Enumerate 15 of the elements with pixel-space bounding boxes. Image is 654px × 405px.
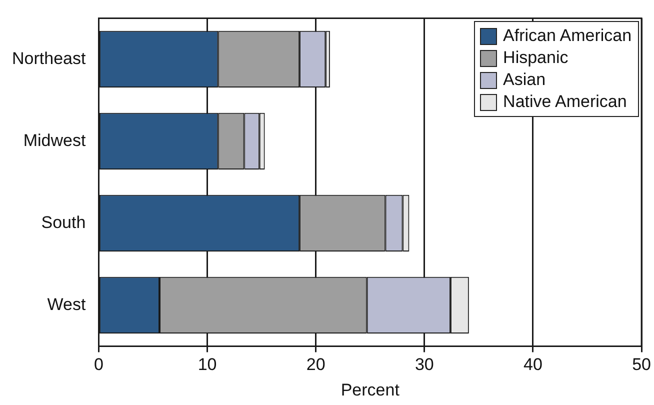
y-tick-label: South bbox=[41, 212, 86, 232]
y-tick-label: Midwest bbox=[23, 130, 86, 150]
x-tick-label: 0 bbox=[94, 355, 104, 374]
x-tick-label: 10 bbox=[198, 355, 217, 374]
legend-label: Native American bbox=[503, 92, 627, 112]
x-tick-label: 20 bbox=[306, 355, 326, 374]
legend-label: Hispanic bbox=[503, 48, 568, 68]
y-tick-label: West bbox=[47, 294, 86, 314]
x-tick-label: 50 bbox=[632, 355, 652, 374]
legend-label: African American bbox=[503, 26, 632, 46]
legend-label: Asian bbox=[503, 70, 546, 90]
x-axis-title: Percent bbox=[340, 380, 400, 400]
x-tick-label: 30 bbox=[414, 355, 434, 374]
y-tick-label: Northeast bbox=[12, 48, 86, 68]
x-tick-label: 40 bbox=[524, 355, 542, 374]
